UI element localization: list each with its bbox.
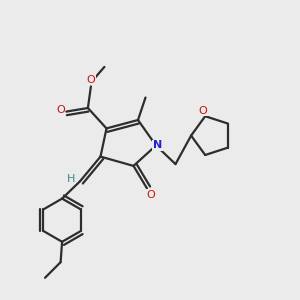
Text: O: O — [198, 106, 207, 116]
Text: O: O — [56, 105, 65, 115]
Text: H: H — [67, 174, 75, 184]
Text: N: N — [153, 140, 162, 151]
Text: O: O — [146, 190, 155, 200]
Text: O: O — [86, 75, 95, 85]
